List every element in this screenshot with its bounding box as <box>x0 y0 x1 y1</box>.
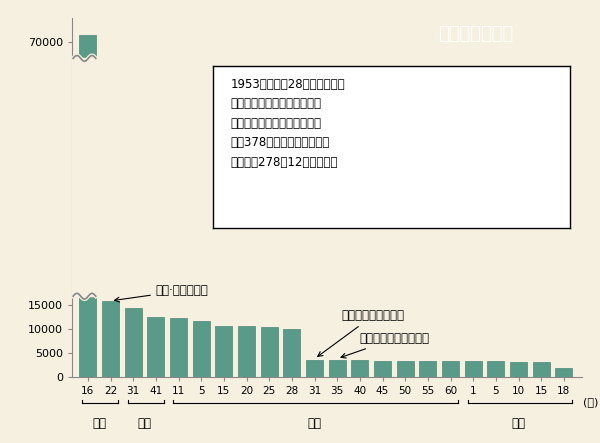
Bar <box>510 362 527 377</box>
Bar <box>533 362 550 377</box>
Bar <box>352 360 368 377</box>
Text: 明治: 明治 <box>92 417 106 430</box>
Bar <box>556 368 572 377</box>
Bar <box>487 361 505 377</box>
Bar <box>170 318 187 377</box>
Text: 1953年（昭和28）に町村合併
促進法が施行される直前、市
町村数が最も多かったのは新
潟の378。現在、日本一多い
北海道は278で12位だった。: 1953年（昭和28）に町村合併 促進法が施行される直前、市 町村数が最も多かっ… <box>231 78 346 169</box>
Text: 大正: 大正 <box>137 417 152 430</box>
Text: 町村合併促進法施行: 町村合併促進法施行 <box>318 309 405 357</box>
Text: 市町村数の推移: 市町村数の推移 <box>438 25 513 43</box>
Bar <box>72 58 591 296</box>
Bar <box>283 329 301 377</box>
Bar <box>397 361 414 377</box>
Bar <box>148 317 164 377</box>
Bar <box>215 326 232 377</box>
Bar <box>193 322 210 377</box>
Bar <box>442 361 459 377</box>
Text: 市制·町村制施行: 市制·町村制施行 <box>115 284 209 302</box>
Bar <box>79 35 97 377</box>
Bar <box>306 360 323 377</box>
Bar <box>419 361 436 377</box>
Text: 平成: 平成 <box>512 417 526 430</box>
Bar <box>102 301 119 377</box>
Text: (年): (年) <box>583 396 599 407</box>
Bar <box>238 326 255 377</box>
Bar <box>374 361 391 377</box>
Bar <box>329 360 346 377</box>
Text: 昭和: 昭和 <box>308 417 322 430</box>
Bar <box>125 308 142 377</box>
Bar <box>260 326 278 377</box>
Text: 新市町村建設促進施行: 新市町村建設促進施行 <box>341 332 430 358</box>
Bar <box>465 361 482 377</box>
